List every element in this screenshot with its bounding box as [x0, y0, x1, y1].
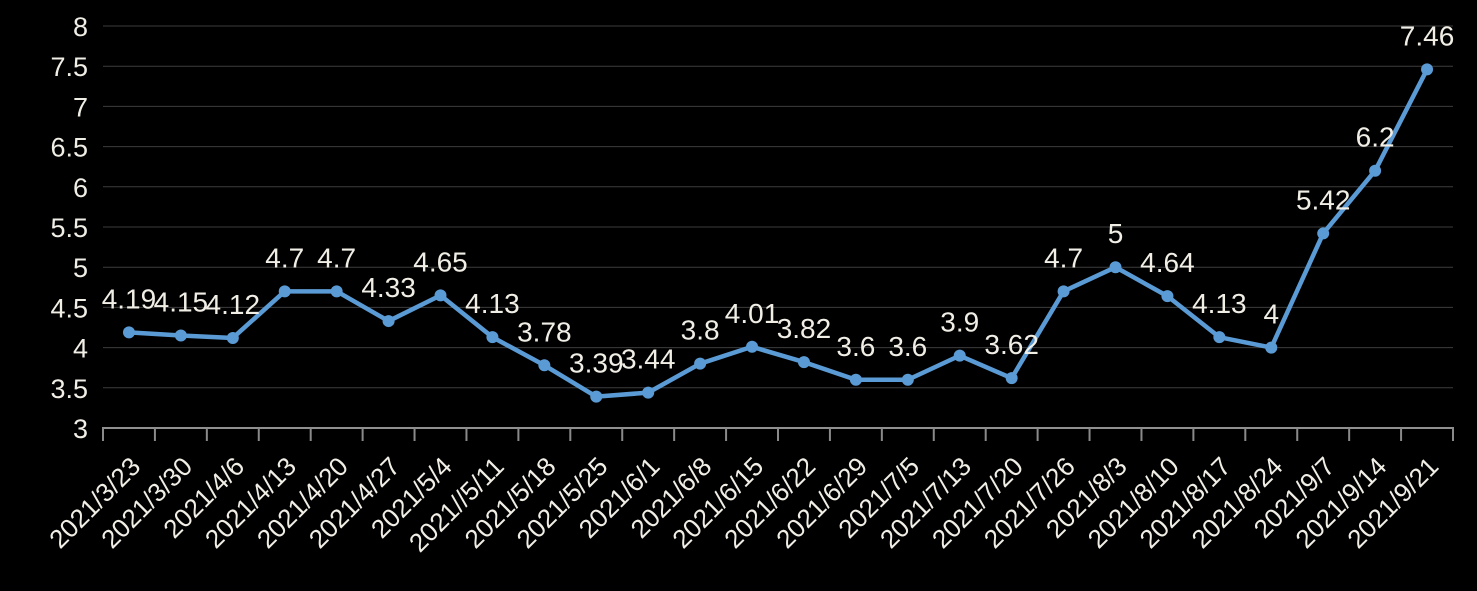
data-label: 6.2 [1356, 122, 1395, 153]
data-point[interactable] [1369, 164, 1382, 177]
data-point[interactable] [1421, 63, 1434, 76]
y-axis-tick-label: 5.5 [50, 213, 88, 243]
data-label: 4.7 [265, 242, 304, 273]
data-point[interactable] [1213, 331, 1226, 344]
data-label: 3.78 [517, 316, 572, 347]
data-label: 4.33 [361, 272, 416, 303]
data-point[interactable] [382, 315, 395, 328]
data-label: 4.15 [154, 287, 209, 318]
data-label: 3.39 [569, 348, 624, 379]
data-point[interactable] [746, 340, 759, 353]
y-axis-tick-label: 6 [73, 173, 88, 203]
data-label: 4.19 [102, 283, 157, 314]
data-label: 3.9 [940, 307, 979, 338]
data-point[interactable] [1005, 372, 1018, 385]
data-point[interactable] [174, 329, 187, 342]
data-label: 5.42 [1296, 184, 1351, 215]
data-label: 4.64 [1140, 247, 1195, 278]
y-axis-tick-label: 4 [73, 334, 88, 364]
y-axis-tick-label: 5 [73, 253, 88, 283]
y-axis-tick-label: 3 [73, 414, 88, 444]
data-label: 4.12 [206, 289, 261, 320]
data-point[interactable] [486, 331, 499, 344]
data-label: 3.62 [984, 329, 1039, 360]
data-point[interactable] [226, 331, 239, 344]
data-label: 5 [1108, 218, 1124, 249]
data-point[interactable] [538, 359, 551, 372]
data-label: 3.44 [621, 344, 676, 375]
data-point[interactable] [1109, 261, 1122, 274]
data-point[interactable] [434, 289, 447, 302]
y-axis-tick-label: 7.5 [50, 52, 88, 82]
data-point[interactable] [1317, 227, 1330, 240]
data-point[interactable] [330, 285, 343, 298]
data-label: 4.7 [1044, 242, 1083, 273]
data-label: 4 [1263, 299, 1279, 330]
data-label: 3.8 [681, 315, 720, 346]
data-point[interactable] [122, 326, 135, 339]
data-label: 3.82 [777, 313, 832, 344]
series-line[interactable] [126, 67, 1430, 399]
data-point[interactable] [1057, 285, 1070, 298]
data-point[interactable] [901, 373, 914, 386]
data-label: 4.01 [725, 298, 780, 329]
data-label: 4.7 [317, 242, 356, 273]
y-axis-tick-label: 8 [73, 12, 88, 42]
y-axis-tick-label: 6.5 [50, 133, 88, 163]
data-point[interactable] [278, 285, 291, 298]
y-axis-tick-label: 3.5 [50, 374, 88, 404]
y-axis-tick-label: 4.5 [50, 293, 88, 323]
data-point[interactable] [590, 390, 603, 403]
data-label: 4.13 [465, 288, 520, 319]
data-point[interactable] [642, 386, 655, 399]
data-label: 3.6 [888, 331, 927, 362]
data-point[interactable] [1161, 290, 1174, 303]
data-label: 4.65 [413, 246, 468, 277]
data-point[interactable] [694, 357, 707, 370]
data-point[interactable] [849, 373, 862, 386]
data-label: 7.46 [1400, 20, 1455, 51]
data-label: 3.6 [836, 331, 875, 362]
data-point[interactable] [797, 356, 810, 369]
data-label: 4.13 [1192, 288, 1247, 319]
y-axis-tick-label: 7 [73, 92, 88, 122]
data-point[interactable] [953, 349, 966, 362]
data-point[interactable] [1265, 341, 1278, 354]
